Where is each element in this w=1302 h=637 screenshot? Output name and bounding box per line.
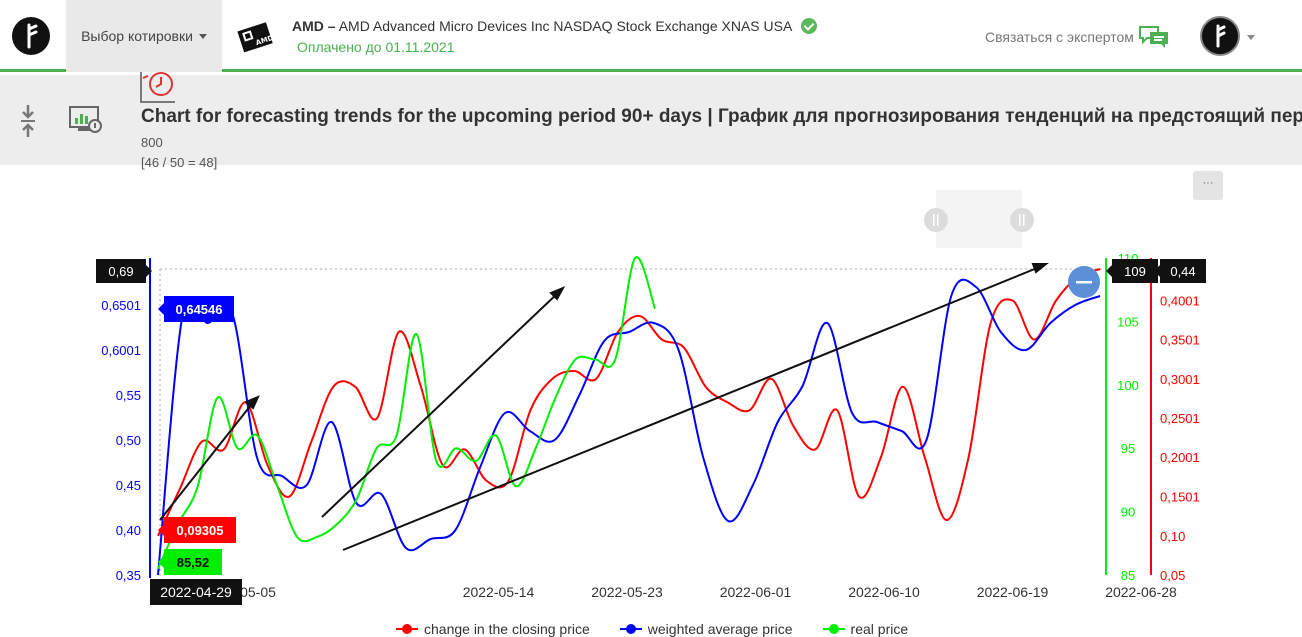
ticker-company: AMD Advanced Micro Devices Inc NASDAQ St… — [338, 18, 792, 34]
chart-subtitle-ratio: [46 / 50 = 48] — [141, 155, 218, 170]
axis-x-tick-label: 2022-05-23 — [591, 584, 663, 600]
paid-until-status: Оплачено до 01.11.2021 — [297, 39, 455, 55]
quote-select-dropdown[interactable]: Выбор котировки — [66, 0, 222, 72]
logo-icon[interactable] — [12, 17, 50, 55]
crosshair-green-right-tag: 109 — [1106, 259, 1158, 283]
axis-right-red-tick-label: 0,3501 — [1160, 333, 1200, 348]
legend-item-weighted[interactable]: weighted average price — [619, 621, 793, 637]
series-line-weighted — [157, 278, 1101, 576]
crosshair-x-value: 2022-04-29 — [160, 584, 232, 600]
axis-left-tick-label: 0,35 — [116, 568, 141, 583]
axis-x-tick-label: 2022-06-28 — [1105, 584, 1177, 600]
forecast-chart: 0,35 0,40 0,45 0,50 0,55 0,6001 0,6501 85 90 95 1… — [96, 190, 1206, 605]
axis-left-tick-label: 0,6501 — [101, 298, 141, 313]
axis-right-red-tick-label: 0,05 — [1160, 568, 1185, 583]
axis-x-tick-label: 05-05 — [240, 584, 276, 600]
legend-marker-green — [822, 624, 845, 634]
axis-x-tick-label: 2022-06-19 — [977, 584, 1049, 600]
top-header: Выбор котировки AMD AMD – AMD Advanced M… — [0, 0, 1302, 72]
axis-right-red-tick-label: 0,10 — [1160, 529, 1185, 544]
monitor-chart-icon[interactable] — [68, 104, 104, 136]
axis-right-green-tick-label: 85 — [1121, 568, 1135, 583]
axis-right-red-tick-label: 0,3001 — [1160, 372, 1200, 387]
axis-right-green-tick-label: 95 — [1121, 441, 1135, 456]
trend-arrow-head — [244, 395, 260, 410]
trend-arrow — [321, 290, 561, 518]
verified-check-icon — [801, 18, 818, 34]
legend-label: change in the closing price — [424, 621, 590, 637]
series-line-real — [157, 256, 656, 570]
crosshair-green-right-value: 109 — [1124, 264, 1146, 279]
ticker-title: AMD – AMD Advanced Micro Devices Inc NAS… — [292, 18, 818, 34]
crosshair-red-tag: 0,09305 — [158, 517, 236, 543]
collapse-arrows-icon[interactable] — [18, 103, 38, 139]
legend-label: weighted average price — [647, 621, 793, 637]
legend-item-change[interactable]: change in the closing price — [396, 621, 590, 637]
crosshair-left-value: 0,69 — [108, 264, 133, 279]
axis-right-red-tick-label: 0,4001 — [1160, 293, 1200, 308]
axis-x-tick-label: 2022-05-14 — [463, 584, 535, 600]
axis-right-red-tick-label: 0,2001 — [1160, 450, 1200, 465]
chat-icon[interactable] — [1138, 24, 1170, 50]
axis-right-green-tick-label: 100 — [1117, 378, 1139, 393]
caret-down-icon — [198, 33, 207, 39]
trend-arrow — [159, 399, 256, 521]
axis-right-red-tick-label: 0,1501 — [1160, 489, 1200, 504]
more-options-button[interactable]: ··· — [1193, 171, 1223, 200]
chart-title: Chart for forecasting trends for the upc… — [141, 106, 1302, 127]
trend-arrow — [342, 265, 1043, 551]
quote-select-label: Выбор котировки — [81, 28, 193, 44]
crosshair-blue-tag: 0,64546 — [158, 296, 234, 322]
ticker-symbol: AMD – — [292, 18, 336, 34]
chart-subtitle-value: 800 — [141, 135, 163, 150]
zoom-handle-icon[interactable] — [924, 208, 948, 232]
minus-icon[interactable] — [1068, 266, 1100, 298]
caret-down-icon[interactable] — [1247, 35, 1255, 40]
contact-expert-link[interactable]: Связаться с экспертом — [985, 29, 1134, 45]
axis-right-green-tick-label: 105 — [1117, 314, 1139, 329]
crosshair-left-tag: 0,69 — [96, 259, 152, 283]
legend-label: real price — [850, 621, 909, 637]
axis-right-green-tick-label: 90 — [1121, 505, 1135, 520]
axis-left-tick-label: 0,55 — [116, 388, 141, 403]
axis-left-tick-label: 0,40 — [116, 523, 141, 538]
crosshair-green-tag: 85,52 — [158, 549, 222, 575]
trend-arrow-head — [1031, 263, 1049, 274]
axis-x-tick-label: 2022-06-10 — [848, 584, 920, 600]
chart-legend: change in the closing price weighted ave… — [396, 621, 908, 637]
crosshair-red-value: 0,09305 — [177, 523, 224, 538]
legend-marker-blue — [619, 624, 642, 634]
zoom-handle-icon[interactable] — [1010, 208, 1034, 232]
axis-x-tick-label: 2022-06-01 — [720, 584, 792, 600]
avatar-icon[interactable] — [1200, 16, 1240, 56]
legend-marker-red — [396, 624, 418, 634]
crosshair-red-right-tag: 0,44 — [1154, 259, 1206, 283]
legend-item-real[interactable]: real price — [822, 621, 909, 637]
crosshair-red-right-value: 0,44 — [1170, 264, 1195, 279]
series-line-change — [157, 268, 1101, 537]
amd-logo-icon: AMD — [237, 22, 275, 53]
axis-right-red-tick-label: 0,2501 — [1160, 411, 1200, 426]
axis-left-tick-label: 0,45 — [116, 478, 141, 493]
crosshair-green-value: 85,52 — [177, 555, 210, 570]
axis-left-tick-label: 0,50 — [116, 433, 141, 448]
axis-left-tick-label: 0,6001 — [101, 343, 141, 358]
trend-arrows — [159, 263, 1049, 551]
trend-arrow-head — [549, 285, 566, 301]
range-selector[interactable] — [936, 190, 1022, 248]
chart-info-bar — [0, 75, 1302, 165]
crosshair-x-tag: 2022-04-29 — [150, 579, 242, 605]
crosshair-blue-value: 0,64546 — [176, 302, 223, 317]
clock-chart-icon — [140, 72, 175, 103]
